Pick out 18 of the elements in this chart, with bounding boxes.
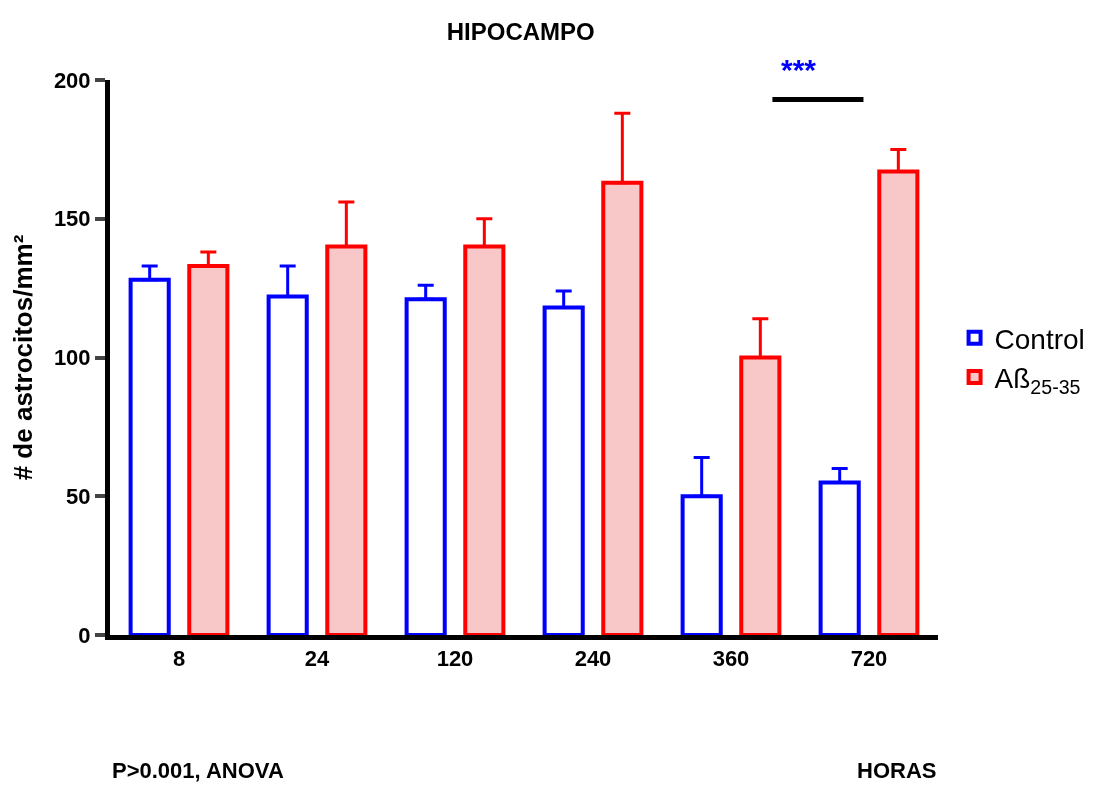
annotation: *** (781, 53, 817, 86)
y-tick-label: 0 (78, 622, 91, 648)
x-tick-label: 24 (304, 646, 330, 672)
x-tick-label: 360 (712, 646, 750, 672)
x-axis-title: HORAS (857, 758, 937, 783)
y-tick-label: 200 (53, 67, 91, 93)
text: P>0.001, ANOVA (112, 758, 284, 783)
legend-label: Control (994, 323, 1085, 355)
y-tick-label: 150 (53, 206, 91, 232)
y-tick-label: 50 (66, 483, 91, 509)
y-tick-label: 100 (53, 345, 91, 371)
x-tick-label: 240 (574, 646, 612, 672)
chart-title: HIPOCAMPO (446, 18, 595, 46)
legend-label: Aß$_{25-35}$ (994, 363, 1081, 398)
y-axis-title: # de astrocitos/mm² (8, 234, 39, 481)
x-tick-label: 120 (436, 646, 474, 672)
x-tick-label: 720 (850, 646, 888, 672)
x-tick-label: 8 (172, 646, 186, 672)
